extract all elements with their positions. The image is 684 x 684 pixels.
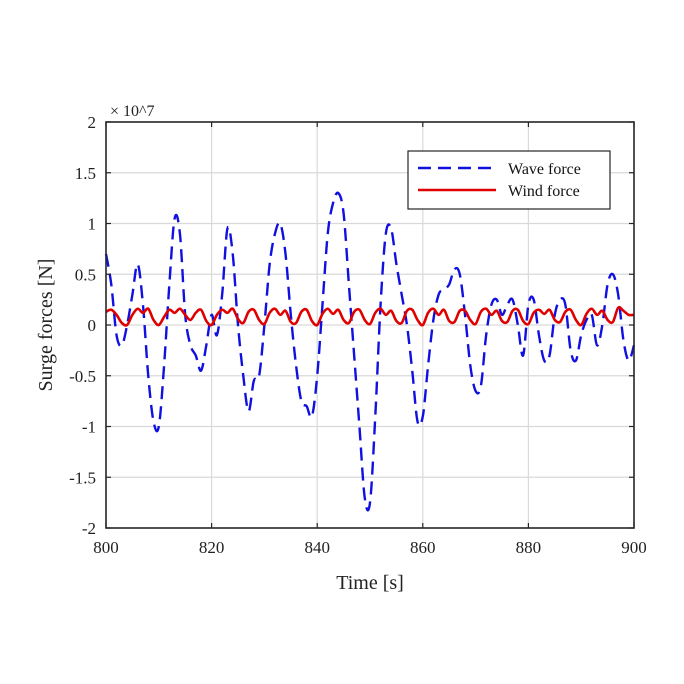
y-tick-label: 1	[88, 215, 97, 234]
x-tick-label: 840	[304, 538, 330, 557]
tick-labels: 800 820 840 860 880 900 -2 -1.5 -1 -0.5 0 0.5 1 1.5 2	[69, 113, 647, 557]
legend: Wave force Wind force	[407, 150, 611, 210]
series-line-wind-force	[105, 305, 635, 327]
legend-label-wave: Wave force	[508, 161, 581, 178]
legend-box	[407, 150, 611, 210]
y-tick-label: -2	[82, 519, 96, 538]
legend-label-wind: Wind force	[508, 183, 580, 200]
y-tick-label: 1.5	[75, 164, 96, 183]
y-tick-label: -0.5	[69, 367, 96, 386]
y-multiplier-label: × 10^7	[110, 103, 155, 120]
y-tick-label: -1.5	[69, 468, 96, 487]
x-tick-label: 900	[621, 538, 647, 557]
x-tick-label: 820	[199, 538, 225, 557]
y-axis-title: Surge forces [N]	[35, 259, 57, 392]
y-tick-label: 0	[88, 316, 97, 335]
y-tick-label: 2	[88, 113, 97, 132]
series-group	[104, 191, 636, 512]
x-tick-label: 880	[516, 538, 542, 557]
y-tick-label: 0.5	[75, 265, 96, 284]
x-axis-title: Time [s]	[336, 572, 404, 594]
series-line-wave-force	[104, 191, 636, 512]
ticks	[105, 121, 635, 529]
x-tick-label: 860	[410, 538, 436, 557]
x-tick-label: 800	[93, 538, 119, 557]
y-tick-label: -1	[82, 418, 96, 437]
